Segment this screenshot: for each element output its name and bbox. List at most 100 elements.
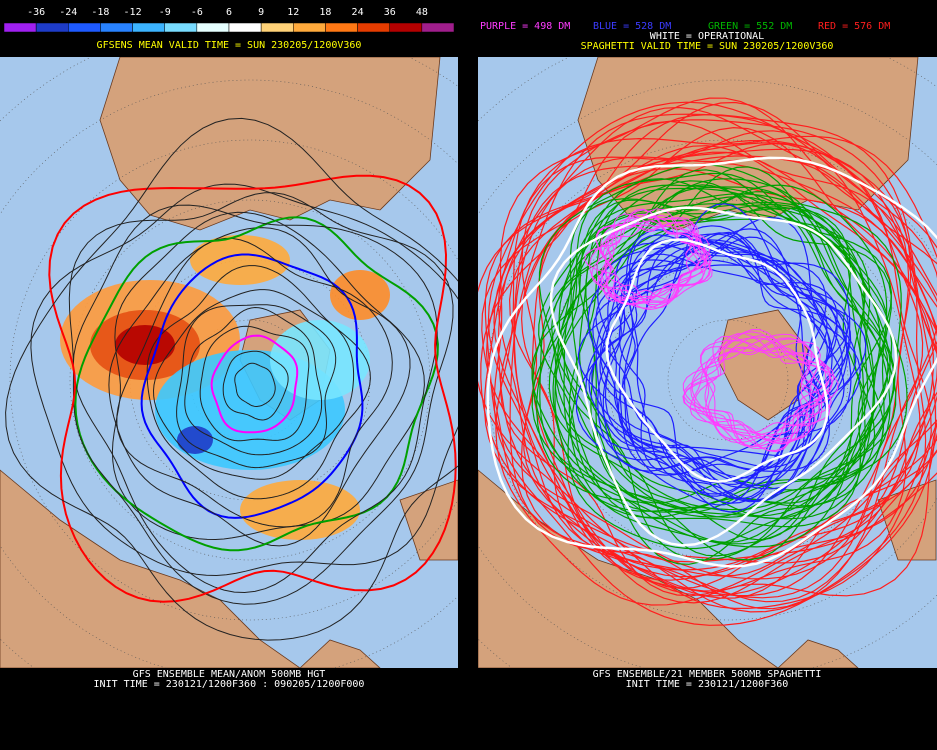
colorbar-swatch bbox=[164, 22, 198, 33]
spaghetti-line bbox=[548, 203, 896, 511]
spaghetti-line bbox=[689, 333, 820, 442]
colorbar-swatch bbox=[132, 22, 165, 33]
anomaly bbox=[190, 235, 290, 285]
left-title: GFSENS MEAN VALID TIME = SUN 230205/1200… bbox=[97, 40, 362, 51]
colorbar-swatch bbox=[421, 22, 455, 33]
height-contour bbox=[199, 325, 310, 442]
spaghetti-line bbox=[536, 180, 892, 561]
spaghetti-line bbox=[682, 346, 831, 434]
operational-line bbox=[605, 238, 829, 483]
latitude-line bbox=[9, 139, 458, 621]
spaghetti-line bbox=[497, 148, 937, 578]
spaghetti-line bbox=[583, 214, 712, 306]
colorbar-swatch bbox=[357, 22, 390, 33]
right-title: SPAGHETTI VALID TIME = SUN 230205/1200V3… bbox=[581, 41, 834, 52]
colorbar-label: -12 bbox=[124, 7, 142, 18]
spaghetti-line bbox=[601, 208, 702, 309]
spaghetti-line bbox=[597, 208, 712, 301]
colorbar-swatch bbox=[35, 22, 69, 33]
spaghetti-line bbox=[480, 120, 937, 599]
spaghetti-line bbox=[478, 162, 937, 563]
left-footer: GFS ENSEMBLE MEAN/ANOM 500MB HGT bbox=[133, 669, 326, 680]
spaghetti-line bbox=[509, 113, 937, 610]
spaghetti-line bbox=[620, 231, 820, 484]
spaghetti-line bbox=[595, 221, 707, 311]
spaghetti-line bbox=[568, 184, 908, 544]
spaghetti-line bbox=[575, 259, 851, 476]
colorbar-label: 9 bbox=[258, 7, 264, 18]
legend-entry: GREEN = 552 DM bbox=[708, 21, 792, 32]
height-contour bbox=[146, 265, 371, 500]
operational-label: WHITE = OPERATIONAL bbox=[650, 31, 764, 42]
colorbar-swatch bbox=[196, 22, 230, 33]
height-contour bbox=[152, 289, 355, 480]
spaghetti-line bbox=[532, 193, 902, 517]
colorbar-label: -9 bbox=[159, 7, 171, 18]
colorbar-swatch bbox=[260, 22, 294, 33]
spaghetti-line bbox=[683, 331, 835, 453]
spaghetti-line bbox=[538, 163, 889, 548]
height-contour bbox=[176, 304, 337, 469]
spaghetti-line bbox=[481, 113, 937, 613]
latitude-line bbox=[487, 139, 937, 621]
colorbar-label: 12 bbox=[287, 7, 299, 18]
colorbar-swatch bbox=[325, 22, 358, 33]
spaghetti-line bbox=[596, 218, 706, 306]
colorbar-swatch bbox=[68, 22, 101, 33]
height-contour bbox=[222, 350, 289, 421]
colorbar-swatch bbox=[389, 22, 423, 33]
anomaly bbox=[240, 480, 360, 540]
land bbox=[777, 639, 859, 668]
latitude-line bbox=[69, 199, 431, 561]
colorbar-swatch bbox=[100, 22, 133, 33]
height-contour bbox=[74, 216, 439, 552]
colorbar-swatch bbox=[228, 22, 262, 33]
legend: PURPLE = 498 DM BLUE = 528 DM GREEN = 552 … bbox=[480, 21, 890, 32]
height-contour bbox=[5, 117, 458, 641]
spaghetti-line bbox=[700, 339, 827, 444]
land bbox=[299, 639, 381, 668]
height-contour bbox=[140, 253, 364, 519]
colorbar-label: 6 bbox=[226, 7, 232, 18]
colorbar-label: 18 bbox=[319, 7, 331, 18]
legend-entry: PURPLE = 498 DM bbox=[480, 21, 570, 32]
spaghetti-line bbox=[484, 140, 924, 580]
height-contour bbox=[234, 362, 276, 407]
spaghetti-line bbox=[499, 126, 937, 597]
colorbar-label: 48 bbox=[416, 7, 428, 18]
spaghetti-line bbox=[497, 106, 937, 609]
spaghetti-line bbox=[577, 232, 848, 485]
left-footer: INIT TIME = 230121/1200F360 : 090205/120… bbox=[94, 679, 365, 690]
height-contour bbox=[48, 174, 457, 603]
height-contour bbox=[30, 183, 458, 577]
spaghetti-line bbox=[618, 228, 830, 472]
colorbar-label: 36 bbox=[384, 7, 396, 18]
land bbox=[99, 57, 441, 231]
legend-entry: BLUE = 528 DM bbox=[593, 21, 671, 32]
spaghetti-line bbox=[599, 225, 845, 502]
spaghetti-line bbox=[531, 195, 891, 518]
height-contour bbox=[184, 306, 323, 456]
colorbar-swatch bbox=[3, 22, 37, 33]
latitude-line bbox=[547, 199, 909, 561]
legend-entry: RED = 576 DM bbox=[818, 21, 890, 32]
right-footer: INIT TIME = 230121/1200F360 bbox=[626, 679, 789, 690]
colorbar: -36 -24 -18 -12 -9 -6 6 9 12 18 24 36 48 bbox=[3, 7, 455, 33]
colorbar-label: 24 bbox=[352, 7, 364, 18]
operational-line bbox=[486, 156, 937, 568]
spaghetti-line bbox=[627, 233, 815, 502]
right-map bbox=[478, 57, 937, 668]
spaghetti-line bbox=[704, 328, 820, 452]
anomaly bbox=[177, 426, 213, 454]
height-contour bbox=[108, 227, 411, 547]
colorbar-label: -36 bbox=[27, 7, 45, 18]
colorbar-label: -6 bbox=[191, 7, 203, 18]
operational-line bbox=[549, 206, 898, 547]
spaghetti-line bbox=[493, 97, 927, 626]
spaghetti-line bbox=[513, 156, 937, 604]
left-map bbox=[0, 57, 458, 668]
spaghetti-line bbox=[591, 213, 706, 309]
colorbar-swatch bbox=[293, 22, 326, 33]
right-footer: GFS ENSEMBLE/21 MEMBER 500MB SPAGHETTI bbox=[593, 669, 822, 680]
